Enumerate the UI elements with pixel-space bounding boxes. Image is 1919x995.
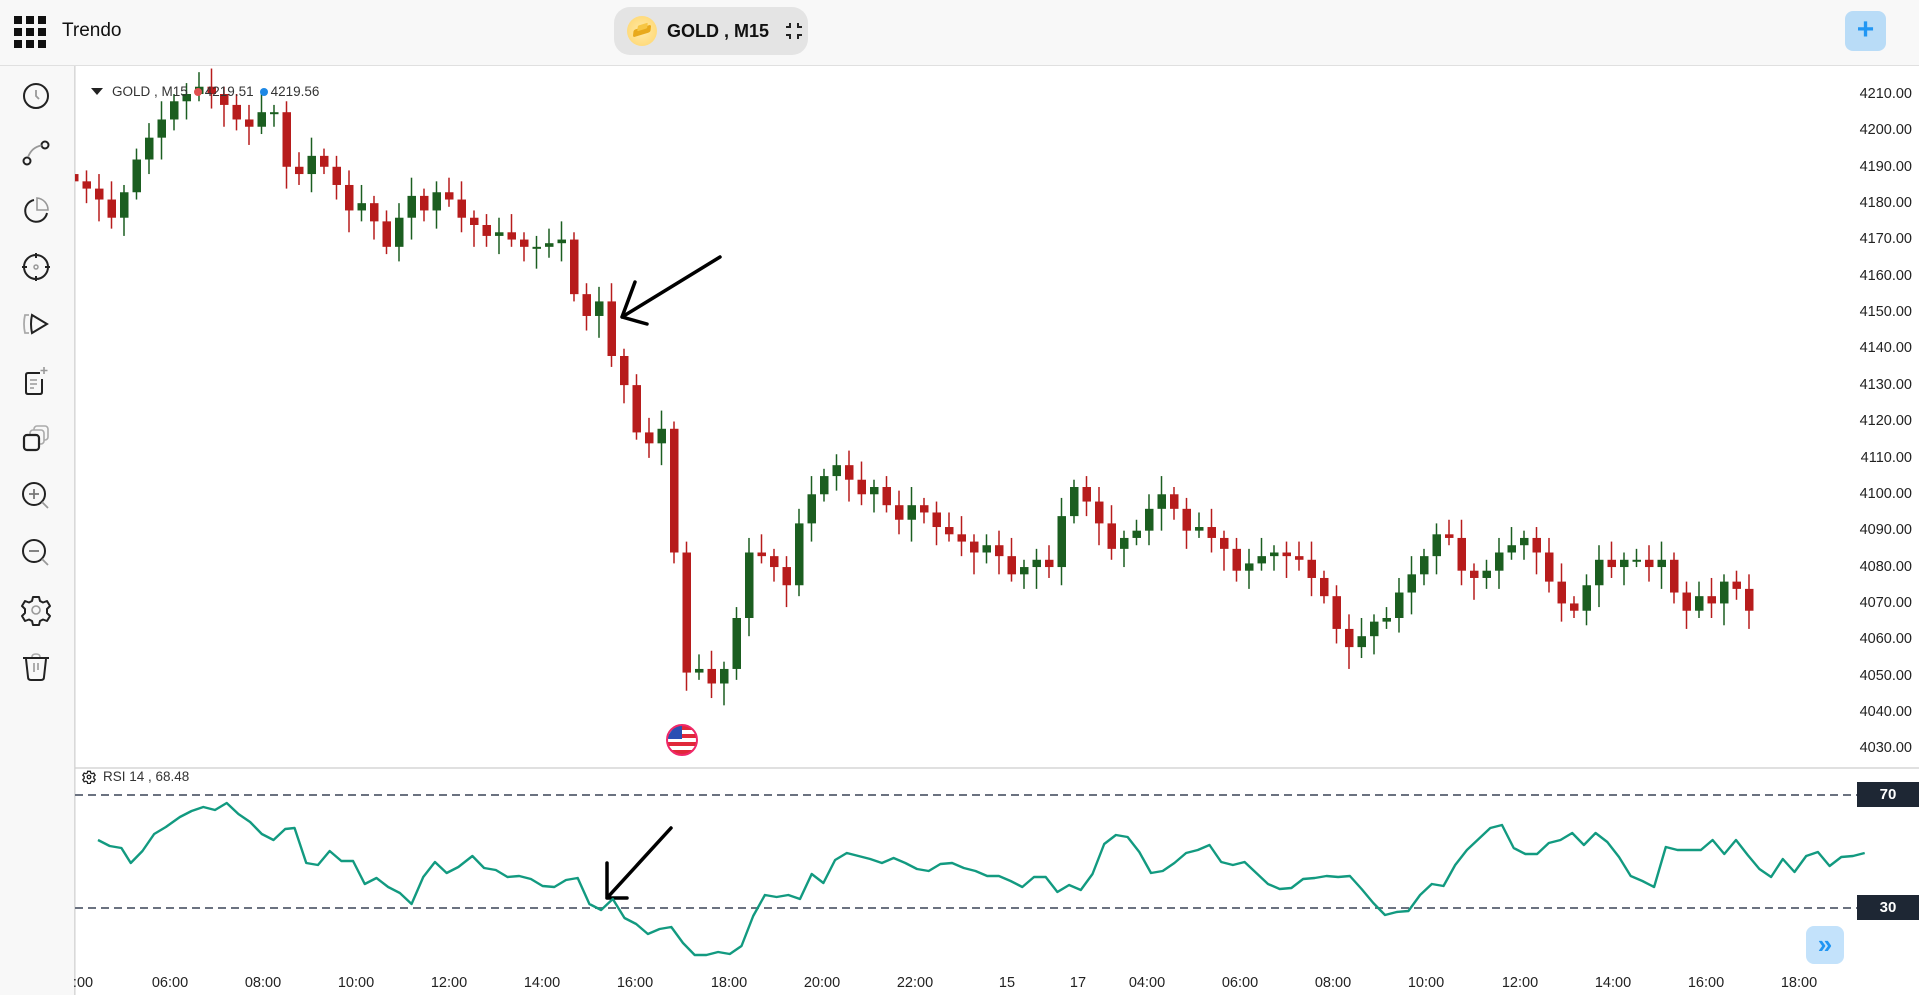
add-note-icon[interactable]: [20, 365, 52, 397]
price-axis-label: 4180.00: [1859, 195, 1912, 212]
time-axis-label: 18:00: [1780, 975, 1818, 991]
time-axis-label: 14:00: [523, 975, 561, 991]
price-axis-label: 4130.00: [1859, 376, 1912, 393]
time-axis-label: 10:00: [1407, 975, 1445, 991]
scroll-to-latest-button[interactable]: »: [1806, 926, 1844, 964]
price-axis-label: 4170.00: [1859, 231, 1912, 248]
time-axis-label: :00: [72, 975, 94, 991]
crosshair-icon[interactable]: [20, 251, 52, 283]
time-axis-label: 15: [998, 975, 1016, 991]
zoom-out-icon[interactable]: [20, 537, 52, 569]
time-axis-label: 06:00: [1221, 975, 1259, 991]
rsi-label: RSI 14 , 68.48: [103, 769, 190, 784]
settings-icon[interactable]: [20, 594, 52, 626]
tool-sidebar: [0, 66, 75, 995]
time-axis-label: 08:00: [1314, 975, 1352, 991]
price-axis-label: 4120.00: [1859, 413, 1912, 430]
drawing-line-icon[interactable]: [20, 137, 52, 169]
time-axis-label: 16:00: [1687, 975, 1725, 991]
pie-chart-icon[interactable]: [20, 194, 52, 226]
price-axis-label: 4040.00: [1859, 703, 1912, 720]
legend-symbol: GOLD , M15: [112, 84, 188, 99]
time-axis-label: 22:00: [896, 975, 934, 991]
price-chart-canvas[interactable]: [75, 66, 1919, 995]
bid-dot-icon: [193, 87, 202, 96]
chart-legend: GOLD , M15 4219.51 4219.56: [91, 84, 319, 99]
price-axis-label: 4060.00: [1859, 631, 1912, 648]
rsi-lower-level-tag: 30: [1857, 895, 1919, 920]
price-axis-label: 4140.00: [1859, 340, 1912, 357]
us-flag-icon[interactable]: [666, 724, 698, 756]
time-axis-label: 14:00: [1594, 975, 1632, 991]
price-axis-label: 4100.00: [1859, 485, 1912, 502]
time-axis-label: 04:00: [1128, 975, 1166, 991]
time-axis-label: 12:00: [430, 975, 468, 991]
symbol-label: GOLD , M15: [667, 20, 770, 41]
price-axis-label: 4210.00: [1859, 86, 1912, 102]
collapse-icon[interactable]: [786, 23, 803, 39]
layers-icon[interactable]: [20, 423, 52, 455]
price-axis-label: 4070.00: [1859, 594, 1912, 611]
time-axis-label: 06:00: [151, 975, 189, 991]
legend-bid: 4219.51: [204, 84, 254, 99]
rsi-settings-icon[interactable]: [82, 770, 96, 784]
replay-icon[interactable]: [20, 308, 52, 340]
rsi-upper-level-tag: 70: [1857, 782, 1919, 807]
gold-bars-icon: [627, 16, 657, 46]
ask-dot-icon: [259, 87, 268, 96]
price-axis-label: 4030.00: [1859, 740, 1912, 757]
apps-grid-icon[interactable]: [14, 16, 46, 48]
app-title: Trendo: [62, 20, 122, 41]
symbol-selector[interactable]: GOLD , M15: [614, 7, 808, 55]
price-axis-label: 4090.00: [1859, 522, 1912, 539]
time-axis-label: 16:00: [616, 975, 654, 991]
time-axis-label: 17: [1069, 975, 1087, 991]
price-axis-label: 4160.00: [1859, 267, 1912, 284]
top-bar: Trendo GOLD , M15 +: [0, 0, 1919, 66]
collapse-legend-icon[interactable]: [91, 88, 103, 95]
price-axis-label: 4200.00: [1859, 122, 1912, 139]
trash-icon[interactable]: [20, 651, 52, 683]
rsi-legend: RSI 14 , 68.48: [82, 769, 189, 784]
time-axis-label: 20:00: [803, 975, 841, 991]
time-axis-label: 08:00: [244, 975, 282, 991]
price-axis-label: 4080.00: [1859, 558, 1912, 575]
price-axis-label: 4190.00: [1859, 158, 1912, 175]
time-axis-label: 10:00: [337, 975, 375, 991]
price-axis-label: 4150.00: [1859, 304, 1912, 321]
add-button[interactable]: +: [1845, 11, 1886, 51]
chart-area[interactable]: GOLD , M15 4219.51 4219.56 4210.00 4200.0…: [72, 66, 1919, 995]
price-axis-label: 4110.00: [1860, 449, 1912, 466]
time-axis-label: 12:00: [1501, 975, 1539, 991]
price-axis-label: 4050.00: [1859, 667, 1912, 684]
zoom-in-icon[interactable]: [20, 480, 52, 512]
time-axis-label: 18:00: [710, 975, 748, 991]
legend-ask: 4219.56: [270, 84, 320, 99]
history-clock-icon[interactable]: [20, 80, 52, 112]
